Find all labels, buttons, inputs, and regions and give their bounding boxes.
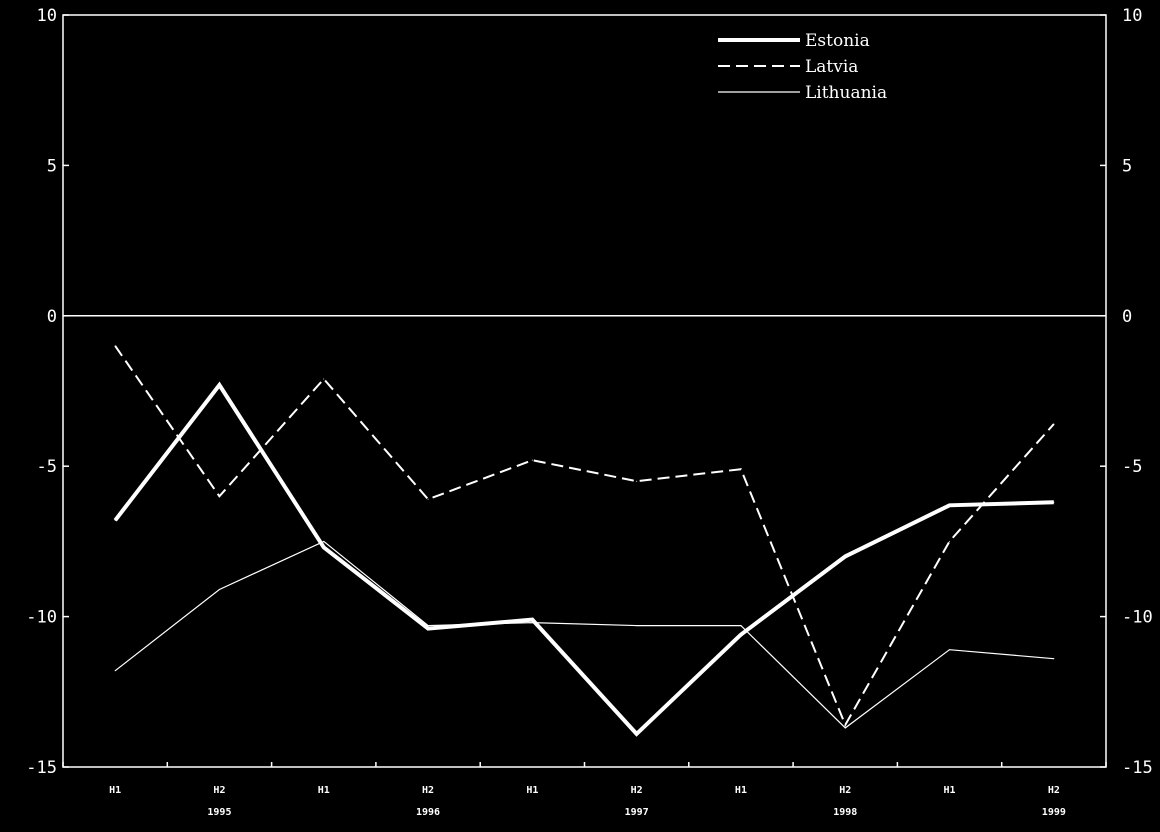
x-tick-label: H2 — [1048, 785, 1060, 796]
x-year-label: 1995 — [207, 807, 231, 818]
plot-area-frame — [62, 14, 1107, 768]
y-tick-label-right: 0 — [1122, 307, 1132, 327]
series-line-latvia — [114, 345, 1055, 728]
data-point-lithuania — [531, 622, 533, 624]
data-point-estonia — [218, 384, 220, 386]
x-tick-label: H2 — [422, 785, 434, 796]
legend: Estonia Latvia Lithuania — [718, 31, 887, 103]
x-tick-label: H1 — [526, 785, 538, 796]
legend-label-latvia: Latvia — [805, 57, 858, 77]
data-point-latvia — [323, 378, 325, 380]
data-point-lithuania — [114, 670, 116, 672]
y-tick-label-right: -5 — [1122, 457, 1142, 477]
y-tick-label-left: -10 — [26, 608, 57, 628]
data-point-estonia — [740, 634, 742, 636]
data-point-latvia — [844, 724, 846, 726]
x-tick-label: H1 — [735, 785, 747, 796]
legend-label-estonia: Estonia — [805, 31, 870, 51]
data-point-lithuania — [218, 589, 220, 591]
series-line-lithuania — [114, 540, 1054, 729]
series-line-estonia — [113, 381, 1054, 737]
data-point-latvia — [427, 498, 429, 500]
y-tick-label-left: -5 — [37, 457, 57, 477]
x-tick-label: H2 — [631, 785, 643, 796]
data-point-latvia — [218, 495, 220, 497]
data-point-estonia — [949, 504, 951, 506]
data-point-estonia — [1053, 501, 1055, 503]
y-tick-label-right: -15 — [1122, 758, 1153, 778]
y-tick-label-right: 5 — [1122, 156, 1132, 176]
data-point-latvia — [531, 459, 533, 461]
y-tick-label-left: 5 — [47, 156, 57, 176]
y-tick-label-right: 10 — [1122, 6, 1142, 26]
x-year-label: 1998 — [833, 807, 857, 818]
y-tick-label-left: 10 — [37, 6, 57, 26]
data-point-estonia — [114, 519, 116, 521]
data-point-latvia — [114, 345, 116, 347]
x-tick-label: H2 — [213, 785, 225, 796]
data-point-lithuania — [844, 727, 846, 729]
data-point-latvia — [636, 480, 638, 482]
data-point-estonia — [636, 733, 638, 735]
data-point-lithuania — [740, 625, 742, 627]
data-point-lithuania — [636, 625, 638, 627]
data-point-estonia — [323, 546, 325, 548]
x-year-label: 1996 — [416, 807, 440, 818]
data-point-estonia — [844, 555, 846, 557]
data-point-estonia — [531, 619, 533, 621]
x-year-label: 1999 — [1042, 807, 1066, 818]
data-point-latvia — [949, 540, 951, 542]
legend-label-lithuania: Lithuania — [805, 83, 887, 103]
x-tick-label: H1 — [318, 785, 330, 796]
series-layer — [113, 345, 1055, 737]
data-point-estonia — [427, 628, 429, 630]
x-tick-label: H1 — [109, 785, 121, 796]
data-point-lithuania — [427, 625, 429, 627]
data-point-latvia — [740, 468, 742, 470]
y-tick-label-left: -15 — [26, 758, 57, 778]
axes-layer: 10 10 5 5 0 0 -5 -5 -10 -10 -15 -15 H1 H2 H1 H2 H1 H2 H1 H2… — [26, 6, 1152, 818]
x-tick-label: H2 — [839, 785, 851, 796]
y-tick-label-left: 0 — [47, 307, 57, 327]
data-point-lithuania — [949, 649, 951, 651]
data-point-latvia — [1053, 423, 1055, 425]
y-tick-label-right: -10 — [1122, 608, 1153, 628]
data-point-lithuania — [323, 540, 325, 542]
x-year-label: 1997 — [625, 807, 649, 818]
x-tick-label: H1 — [944, 785, 956, 796]
data-point-lithuania — [1053, 658, 1055, 660]
